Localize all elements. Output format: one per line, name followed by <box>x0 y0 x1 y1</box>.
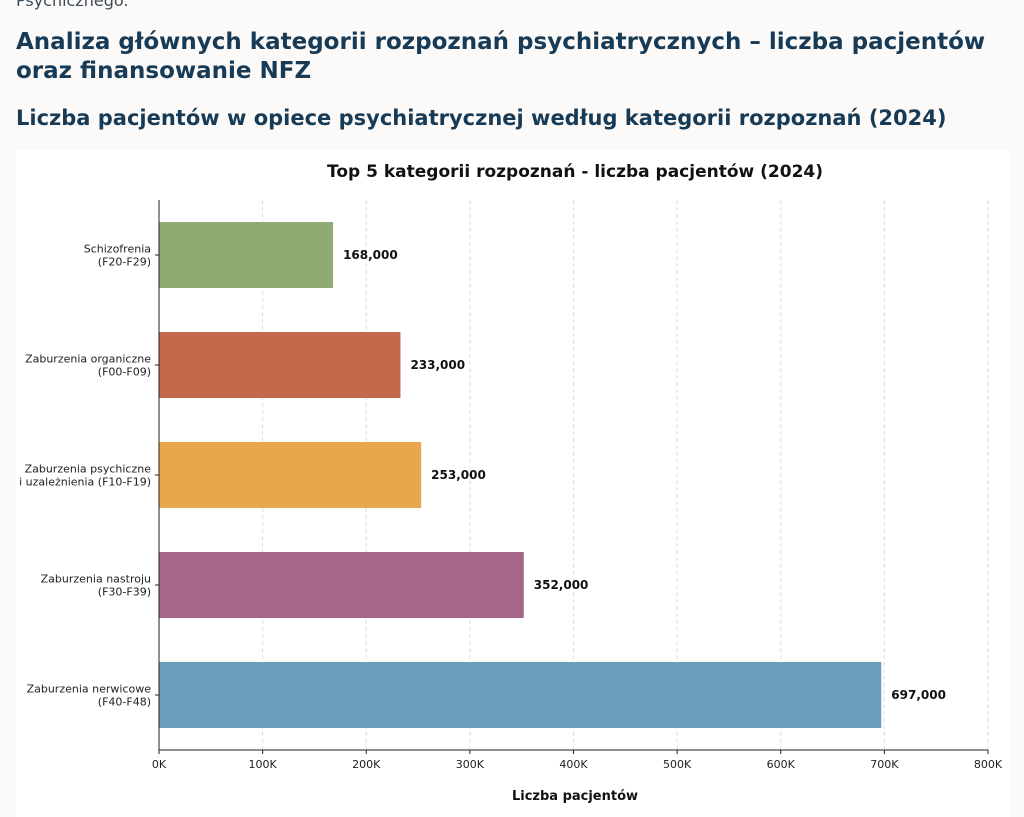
bar <box>159 662 882 728</box>
data-labels: 168,000 233,000 253,000 352,000 697,000 <box>343 248 946 702</box>
section-heading: Analiza głównych kategorii rozpoznań psy… <box>16 29 986 84</box>
chart-section-heading: Liczba pacjentów w opiece psychiatryczne… <box>16 106 947 130</box>
y-tick-labels: Schizofrenia (F20-F29) Zaburzenia organicz… <box>19 243 159 709</box>
y-tick-label: Zaburzenia nastroju (F30-F39) <box>41 573 151 599</box>
x-tick-label: 300K <box>456 758 485 771</box>
y-tick-label-line: Zaburzenia nerwicowe <box>27 683 152 696</box>
cut-off-text: Psychicznego. <box>16 0 129 10</box>
y-tick-label: Zaburzenia psychiczne i uzależnienia (F10… <box>19 463 151 489</box>
bars <box>159 222 882 728</box>
y-tick-label-line: (F40-F48) <box>98 696 151 709</box>
y-tick-label-line: (F00-F09) <box>98 366 151 379</box>
y-tick-label-line: Zaburzenia organiczne <box>25 353 151 366</box>
data-label: 697,000 <box>891 688 946 702</box>
bar <box>159 332 401 398</box>
y-tick-label: Zaburzenia organiczne (F00-F09) <box>25 353 151 379</box>
data-label: 168,000 <box>343 248 398 262</box>
bar-chart: Top 5 kategorii rozpoznań - liczba pacje… <box>19 162 1003 804</box>
x-tick-label: 0K <box>152 758 167 771</box>
chart-title: Top 5 kategorii rozpoznań - liczba pacje… <box>327 162 823 182</box>
bar <box>159 222 334 288</box>
x-axis-label: Liczba pacjentów <box>512 789 638 804</box>
y-tick-label-line: (F20-F29) <box>98 256 151 269</box>
y-tick-label-line: Zaburzenia nastroju <box>41 573 151 586</box>
grid-lines <box>158 200 989 750</box>
data-label: 233,000 <box>410 358 465 372</box>
y-tick-label-line: i uzależnienia (F10-F19) <box>19 476 151 489</box>
chart-card: Top 5 kategorii rozpoznań - liczba pacje… <box>16 150 1010 817</box>
x-tick-label: 200K <box>352 758 381 771</box>
x-tick-label: 100K <box>249 758 278 771</box>
data-label: 352,000 <box>534 578 589 592</box>
x-tick-label: 500K <box>663 758 692 771</box>
bar <box>159 442 422 508</box>
x-tick-labels: 0K 100K 200K 300K 400K 500K 600K 700K 800K <box>152 750 1003 771</box>
y-tick-label: Zaburzenia nerwicowe (F40-F48) <box>27 683 152 709</box>
y-tick-label-line: Zaburzenia psychiczne <box>25 463 152 476</box>
x-tick-label: 600K <box>767 758 796 771</box>
bar <box>159 552 524 618</box>
y-tick-label-line: Schizofrenia <box>84 243 151 256</box>
y-tick-label: Schizofrenia (F20-F29) <box>84 243 151 269</box>
x-tick-label: 700K <box>870 758 899 771</box>
x-tick-label: 800K <box>974 758 1003 771</box>
y-tick-label-line: (F30-F39) <box>98 586 151 599</box>
x-tick-label: 400K <box>559 758 588 771</box>
data-label: 253,000 <box>431 468 486 482</box>
